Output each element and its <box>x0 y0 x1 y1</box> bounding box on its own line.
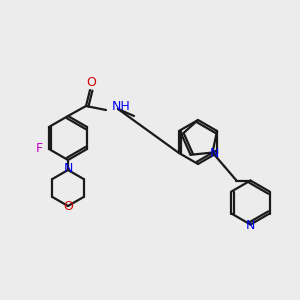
Text: N: N <box>63 163 73 176</box>
Text: O: O <box>63 200 73 214</box>
Text: NH: NH <box>112 100 131 113</box>
Text: N: N <box>246 219 255 232</box>
Text: O: O <box>86 76 96 89</box>
Text: N: N <box>210 147 219 160</box>
Text: F: F <box>35 142 43 155</box>
